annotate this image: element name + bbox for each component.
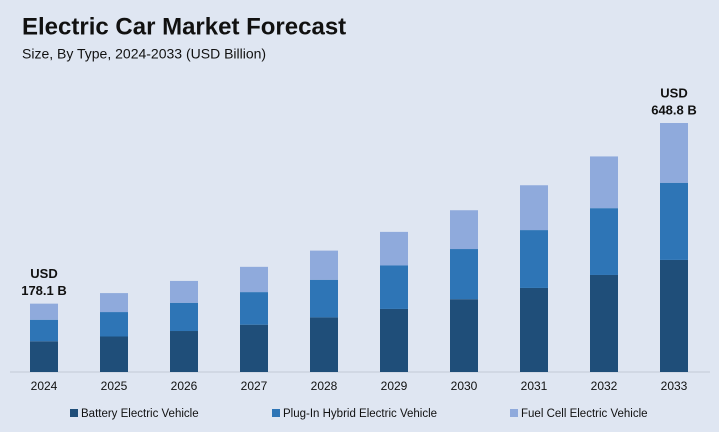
legend-label: Fuel Cell Electric Vehicle	[521, 408, 648, 420]
x-tick-label: 2025	[101, 379, 128, 393]
annotation: 648.8 B	[651, 102, 697, 117]
bar-segment	[100, 293, 128, 313]
bar-segment	[590, 274, 618, 372]
chart-subtitle: Size, By Type, 2024-2033 (USD Billion)	[22, 46, 266, 62]
x-tick-label: 2027	[241, 379, 268, 393]
x-tick-label: 2030	[451, 379, 478, 393]
bar-segment	[520, 230, 548, 288]
x-tick-label: 2029	[381, 379, 408, 393]
legend-label: Battery Electric Vehicle	[81, 408, 199, 420]
x-tick-label: 2026	[171, 379, 198, 393]
bar-segment	[380, 231, 408, 266]
bar-segment	[590, 156, 618, 209]
bar-segment	[240, 292, 268, 325]
bar-segment	[30, 341, 58, 372]
legend-swatch	[510, 409, 518, 417]
bar-segment	[520, 287, 548, 372]
bar-segment	[310, 317, 338, 372]
x-tick-label: 2024	[31, 379, 58, 393]
bar-segment	[240, 324, 268, 372]
bar-segment	[590, 208, 618, 275]
legend-label: Plug-In Hybrid Electric Vehicle	[283, 408, 437, 420]
bar-segment	[380, 308, 408, 372]
bar-segment	[240, 266, 268, 293]
x-tick-label: 2033	[661, 379, 688, 393]
bar-segment	[450, 249, 478, 300]
legend-swatch	[70, 409, 78, 417]
x-tick-label: 2032	[591, 379, 618, 393]
x-tick-label: 2031	[521, 379, 548, 393]
bar-segment	[450, 299, 478, 372]
bar-segment	[310, 279, 338, 318]
bar-segment	[30, 319, 58, 342]
bar-segment	[170, 302, 198, 332]
x-tick-label: 2028	[311, 379, 338, 393]
legend-swatch	[272, 409, 280, 417]
annotation: USD	[30, 266, 57, 281]
bar-segment	[310, 250, 338, 280]
annotation: USD	[660, 85, 687, 100]
bar-segment	[100, 336, 128, 372]
chart-title: Electric Car Market Forecast	[22, 13, 346, 40]
bar-segment	[170, 280, 198, 303]
bar-segment	[660, 182, 688, 260]
bar-segment	[520, 185, 548, 231]
bar-segment	[30, 303, 58, 320]
bar-segment	[660, 123, 688, 183]
bar-segment	[170, 331, 198, 372]
bar-segment	[660, 259, 688, 372]
bar-segment	[100, 312, 128, 337]
annotation: 178.1 B	[21, 283, 67, 298]
bar-segment	[380, 265, 408, 309]
bar-segment	[450, 210, 478, 250]
